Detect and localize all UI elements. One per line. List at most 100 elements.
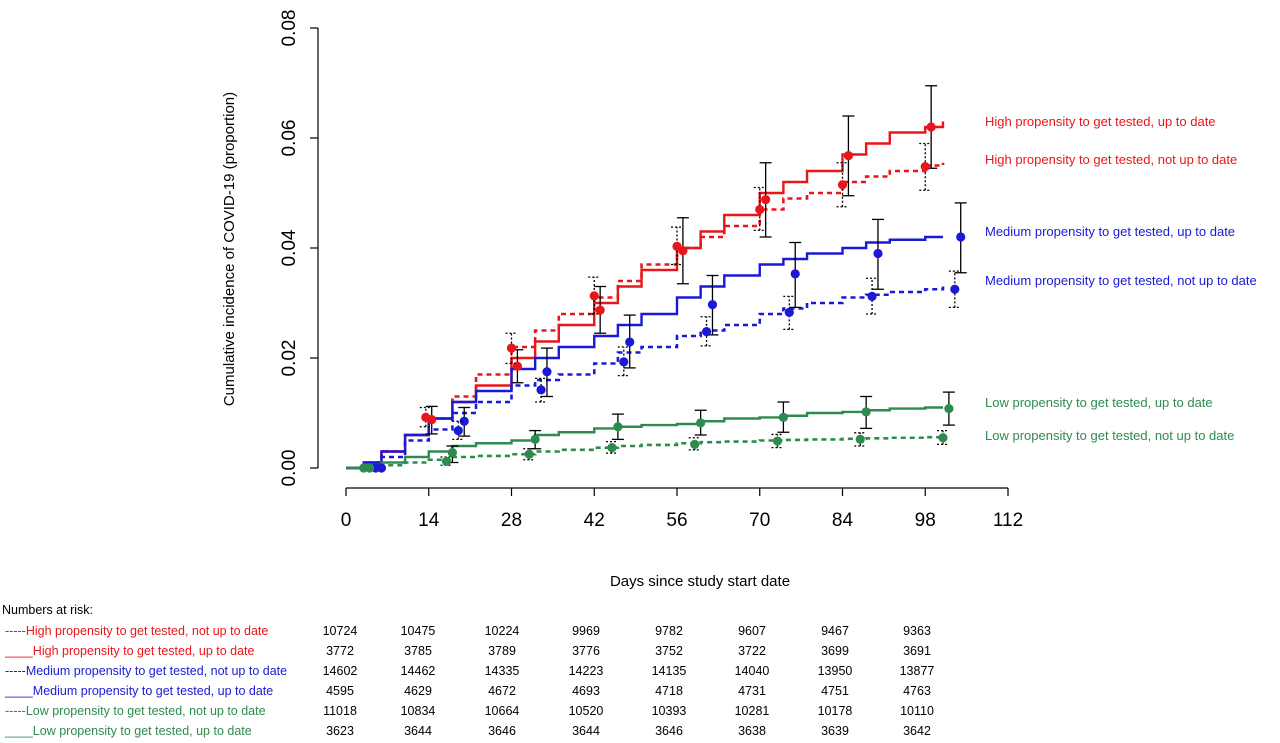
risk-cell: 9467 — [821, 624, 849, 638]
numbers-at-risk-title: Numbers at risk: — [2, 603, 93, 617]
data-point — [701, 327, 712, 337]
data-point — [950, 284, 960, 294]
data-point — [784, 307, 794, 317]
data-point — [837, 180, 848, 190]
data-point — [690, 439, 700, 449]
risk-cell: 3639 — [821, 724, 849, 738]
data-point — [855, 434, 865, 444]
series-line-1 — [346, 162, 945, 470]
x-axis-label: Days since study start date — [610, 573, 790, 590]
risk-cell: 3752 — [655, 644, 683, 658]
risk-cell: 10520 — [568, 704, 604, 718]
risk-cell: 3699 — [821, 644, 849, 658]
risk-cell: 14223 — [568, 664, 604, 678]
data-point — [696, 418, 706, 428]
data-point — [589, 291, 599, 301]
risk-cell: 4629 — [404, 684, 432, 698]
x-tick-label: 42 — [584, 510, 605, 531]
risk-cell: 9782 — [655, 624, 683, 638]
risk-cell: 3623 — [326, 724, 354, 738]
y-tick-label: 0.08 — [279, 10, 300, 47]
x-tick-label: 0 — [341, 510, 352, 531]
x-tick-label: 56 — [666, 510, 687, 531]
risk-cell: 3644 — [572, 724, 600, 738]
risk-row-label: ____High propensity to get tested, up to… — [5, 644, 255, 658]
data-point — [625, 337, 635, 347]
legend-label: High propensity to get tested, not up to… — [985, 152, 1237, 167]
risk-row-label: ____Low propensity to get tested, up to … — [5, 724, 252, 738]
risk-cell: 14335 — [484, 664, 520, 678]
risk-cell: 10834 — [400, 704, 436, 718]
x-tick-label: 84 — [832, 510, 854, 531]
data-point — [944, 404, 954, 414]
risk-cell: 9607 — [738, 624, 766, 638]
x-tick-label: 28 — [501, 510, 522, 531]
y-tick-label: 0.02 — [279, 340, 300, 377]
risk-cell: 14040 — [734, 664, 770, 678]
risk-cell: 3646 — [488, 724, 516, 738]
risk-cell: 11018 — [323, 704, 357, 718]
data-point — [619, 357, 629, 367]
risk-cell: 10664 — [484, 704, 520, 718]
data-point — [441, 456, 452, 466]
risk-cell: 4693 — [572, 684, 600, 698]
x-tick-label: 98 — [915, 510, 936, 531]
risk-cell: 4672 — [488, 684, 516, 698]
legend-label: Medium propensity to get tested, not up … — [985, 273, 1257, 288]
data-point — [542, 367, 552, 377]
legend-label: Low propensity to get tested, not up to … — [985, 428, 1234, 443]
data-point — [607, 443, 617, 453]
risk-cell: 4731 — [738, 684, 766, 698]
risk-cell: 3722 — [738, 644, 766, 658]
markers-layer — [359, 85, 967, 473]
risk-cell: 3691 — [903, 644, 931, 658]
data-point — [843, 151, 854, 161]
legend-label: Medium propensity to get tested, up to d… — [985, 224, 1235, 239]
risk-cell: 3646 — [655, 724, 683, 738]
data-point — [536, 385, 546, 395]
data-point — [707, 300, 718, 310]
series-line-4 — [346, 406, 943, 470]
risk-row: -----High propensity to get tested, not … — [0, 624, 1280, 643]
risk-cell: 14602 — [322, 664, 358, 678]
incidence-chart: 0 14 28 42 56 70 84 98 112 0.00 0.02 0.04 0.06 0.08 H… — [221, 10, 1257, 590]
risk-cell: 3772 — [326, 644, 354, 658]
risk-cell: 14462 — [400, 664, 436, 678]
data-point — [506, 343, 517, 353]
axes: 0 14 28 42 56 70 84 98 112 0.00 0.02 0.04 0.06 0.08 — [279, 10, 1023, 531]
legend-layer: High propensity to get tested, up to dat… — [985, 114, 1257, 443]
risk-row: ____Medium propensity to get tested, up … — [0, 684, 1280, 703]
y-tick-label: 0.06 — [279, 120, 300, 157]
data-point — [938, 433, 948, 443]
data-point — [926, 122, 936, 132]
data-point — [761, 195, 771, 205]
data-point — [447, 448, 457, 458]
risk-cell: 10475 — [400, 624, 436, 638]
risk-cell: 3785 — [404, 644, 432, 658]
data-point — [920, 162, 930, 172]
data-point — [861, 407, 871, 417]
x-tick-label: 70 — [749, 510, 770, 531]
data-point — [459, 416, 469, 426]
risk-cell: 4751 — [821, 684, 849, 698]
risk-cell: 13877 — [899, 664, 935, 678]
risk-row: ____High propensity to get tested, up to… — [0, 644, 1280, 663]
risk-cell: 3644 — [404, 724, 432, 738]
risk-cell: 10178 — [817, 704, 853, 718]
data-point — [790, 269, 800, 279]
risk-cell: 3642 — [903, 724, 931, 738]
data-point — [873, 248, 883, 259]
data-point — [453, 426, 463, 436]
risk-row: ____Low propensity to get tested, up to … — [0, 724, 1280, 743]
y-tick-label: 0.04 — [279, 229, 300, 266]
data-point — [772, 436, 783, 446]
y-axis-label: Cumulative incidence of COVID-19 (propor… — [221, 92, 238, 406]
risk-cell: 3776 — [572, 644, 600, 658]
data-point — [778, 412, 788, 422]
risk-cell: 3638 — [738, 724, 766, 738]
data-point — [867, 291, 877, 301]
data-point — [595, 305, 605, 315]
data-point — [956, 232, 966, 242]
risk-cell: 10724 — [322, 624, 358, 638]
risk-row-label: -----Medium propensity to get tested, no… — [5, 664, 288, 678]
